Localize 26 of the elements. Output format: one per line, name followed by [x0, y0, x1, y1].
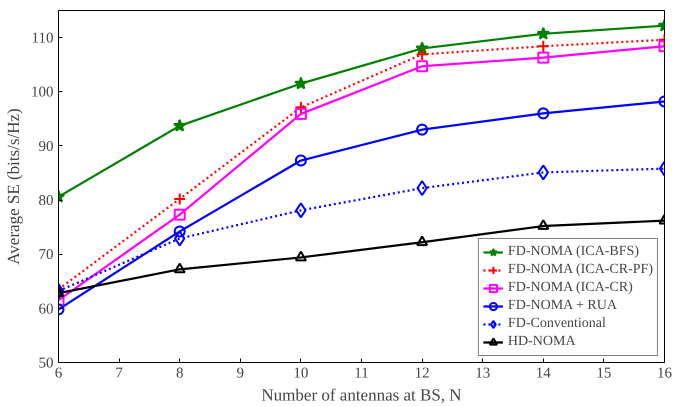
y-tick-label: 110 — [32, 30, 54, 47]
x-tick-label: 8 — [176, 366, 184, 382]
x-tick-label: 7 — [115, 366, 124, 382]
x-tick-label: 6 — [54, 366, 63, 382]
legend-label: FD-NOMA (ICA-CR-PF) — [508, 261, 653, 279]
y-tick-label: 80 — [38, 193, 54, 210]
legend-label: HD-NOMA — [508, 333, 576, 351]
y-tick-label: 50 — [38, 356, 54, 372]
y-tick-label: 70 — [38, 247, 54, 264]
x-tick-label: 11 — [354, 366, 369, 382]
y-tick-label: 90 — [38, 138, 54, 155]
x-tick-label: 15 — [596, 366, 612, 382]
legend-label: FD-NOMA + RUA — [508, 297, 617, 315]
x-tick-label: 14 — [536, 366, 552, 382]
x-tick-label: 16 — [657, 366, 672, 382]
legend-label: FD-NOMA (ICA-CR) — [508, 279, 633, 297]
legend-label: FD-Conventional — [508, 315, 606, 333]
x-tick-label: 12 — [414, 366, 430, 382]
legend-label: FD-NOMA (ICA-BFS) — [508, 243, 639, 261]
y-axis-title: Average SE (bits/s/Hz) — [4, 108, 23, 265]
x-tick-label: 10 — [293, 366, 308, 382]
x-tick-label: 13 — [475, 366, 490, 382]
y-tick-label: 100 — [31, 84, 54, 101]
y-tick-label: 60 — [38, 301, 54, 318]
x-axis-title: Number of antennas at BS, N — [261, 386, 462, 404]
x-tick-label: 9 — [236, 366, 244, 382]
